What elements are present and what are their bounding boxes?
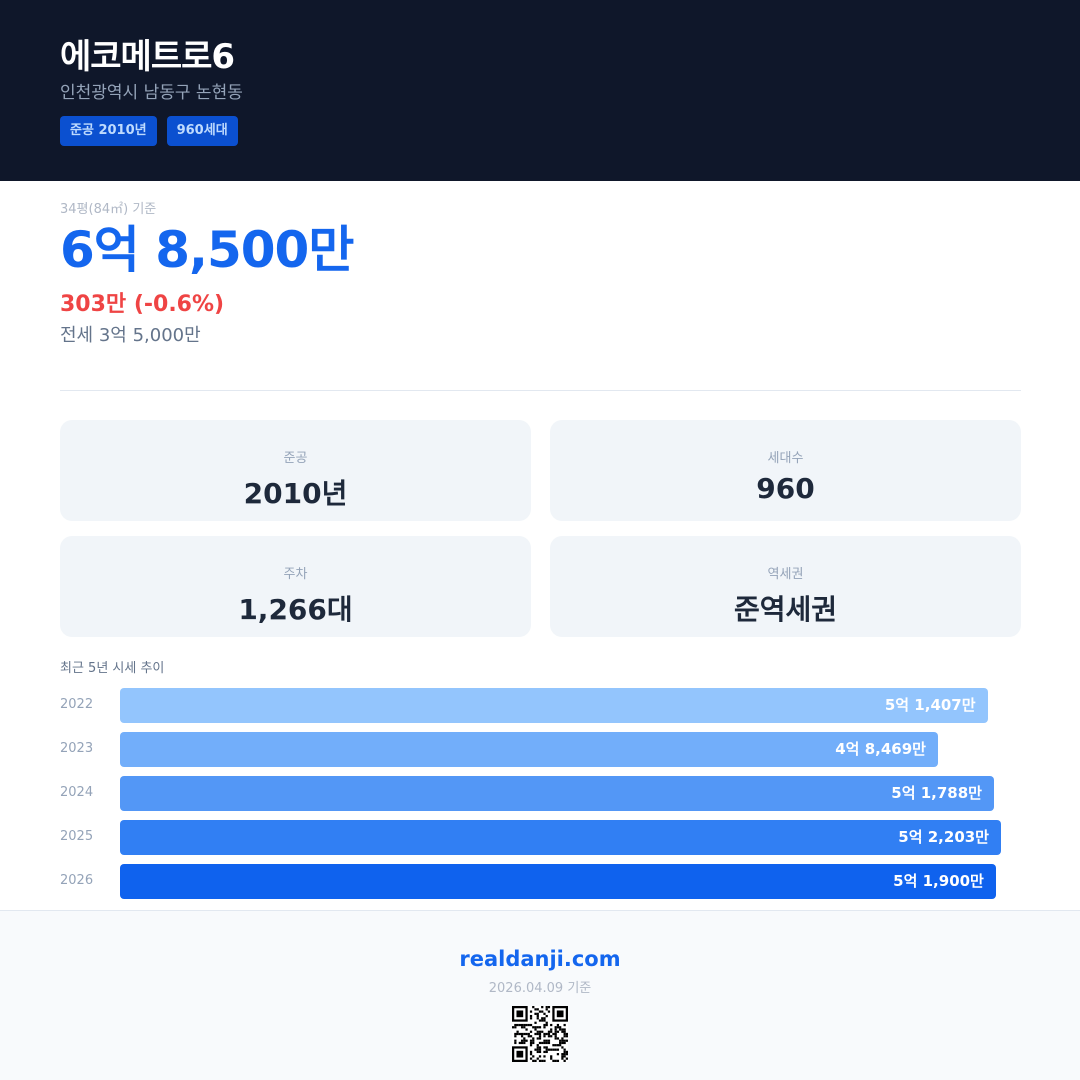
- qr-code-icon[interactable]: [512, 1006, 568, 1062]
- chart-title: 최근 5년 시세 추이: [60, 661, 165, 676]
- complex-title: 에코메트로6: [60, 37, 235, 77]
- chart-row: 2023 4억 8,469만: [60, 732, 1021, 767]
- stat-value: 2010년: [243, 477, 348, 510]
- bar-2024: 5억 1,788만: [120, 776, 994, 811]
- stat-card-built: 준공 2010년: [60, 420, 531, 521]
- bar-value-label: 5억 2,203만: [898, 828, 989, 846]
- price-change: 303만 (-0.6%): [60, 292, 225, 317]
- footer: realdanji.com 2026.04.09 기준: [0, 910, 1080, 1080]
- stat-value: 1,266대: [238, 593, 353, 626]
- site-link[interactable]: realdanji.com: [459, 947, 621, 971]
- header: 에코메트로6 인천광역시 남동구 논현동 준공 2010년 960세대: [0, 0, 1080, 181]
- bar-2026: 5억 1,900만: [120, 864, 996, 899]
- address: 인천광역시 남동구 논현동: [60, 83, 243, 103]
- stat-card-station: 역세권 준역세권: [550, 536, 1021, 637]
- stat-label: 주차: [283, 567, 308, 582]
- jeonse-price: 전세 3억 5,000만: [60, 325, 201, 346]
- bar-value-label: 5억 1,900만: [893, 872, 984, 890]
- stat-value: 준역세권: [733, 593, 838, 626]
- chart-row: 2026 5억 1,900만: [60, 864, 1021, 899]
- stat-label: 세대수: [767, 451, 804, 466]
- badge-households: 960세대: [166, 116, 238, 146]
- bar-2022: 5억 1,407만: [120, 688, 988, 723]
- bar-value-label: 4억 8,469만: [835, 740, 926, 758]
- year-label: 2022: [60, 697, 94, 712]
- stat-label: 역세권: [767, 567, 804, 582]
- price-basis: 34평(84㎡) 기준: [60, 202, 157, 217]
- bar-value-label: 5억 1,788만: [891, 784, 982, 802]
- sale-price: 6억 8,500만: [60, 221, 354, 279]
- chart-row: 2025 5억 2,203만: [60, 820, 1021, 855]
- divider: [60, 390, 1021, 391]
- year-label: 2024: [60, 785, 94, 800]
- reference-date: 2026.04.09 기준: [488, 981, 592, 996]
- year-label: 2025: [60, 829, 94, 844]
- badge-built-year: 준공 2010년: [60, 116, 157, 146]
- stat-value: 960: [756, 472, 815, 505]
- year-label: 2026: [60, 873, 94, 888]
- stat-card-parking: 주차 1,266대: [60, 536, 531, 637]
- bar-2023: 4억 8,469만: [120, 732, 938, 767]
- chart-row: 2024 5억 1,788만: [60, 776, 1021, 811]
- bar-value-label: 5억 1,407만: [884, 696, 976, 714]
- year-label: 2023: [60, 741, 94, 756]
- stat-label: 준공: [283, 451, 308, 466]
- chart-row: 2022 5억 1,407만: [60, 688, 1021, 723]
- bar-2025: 5억 2,203만: [120, 820, 1001, 855]
- stat-card-households: 세대수 960: [550, 420, 1021, 521]
